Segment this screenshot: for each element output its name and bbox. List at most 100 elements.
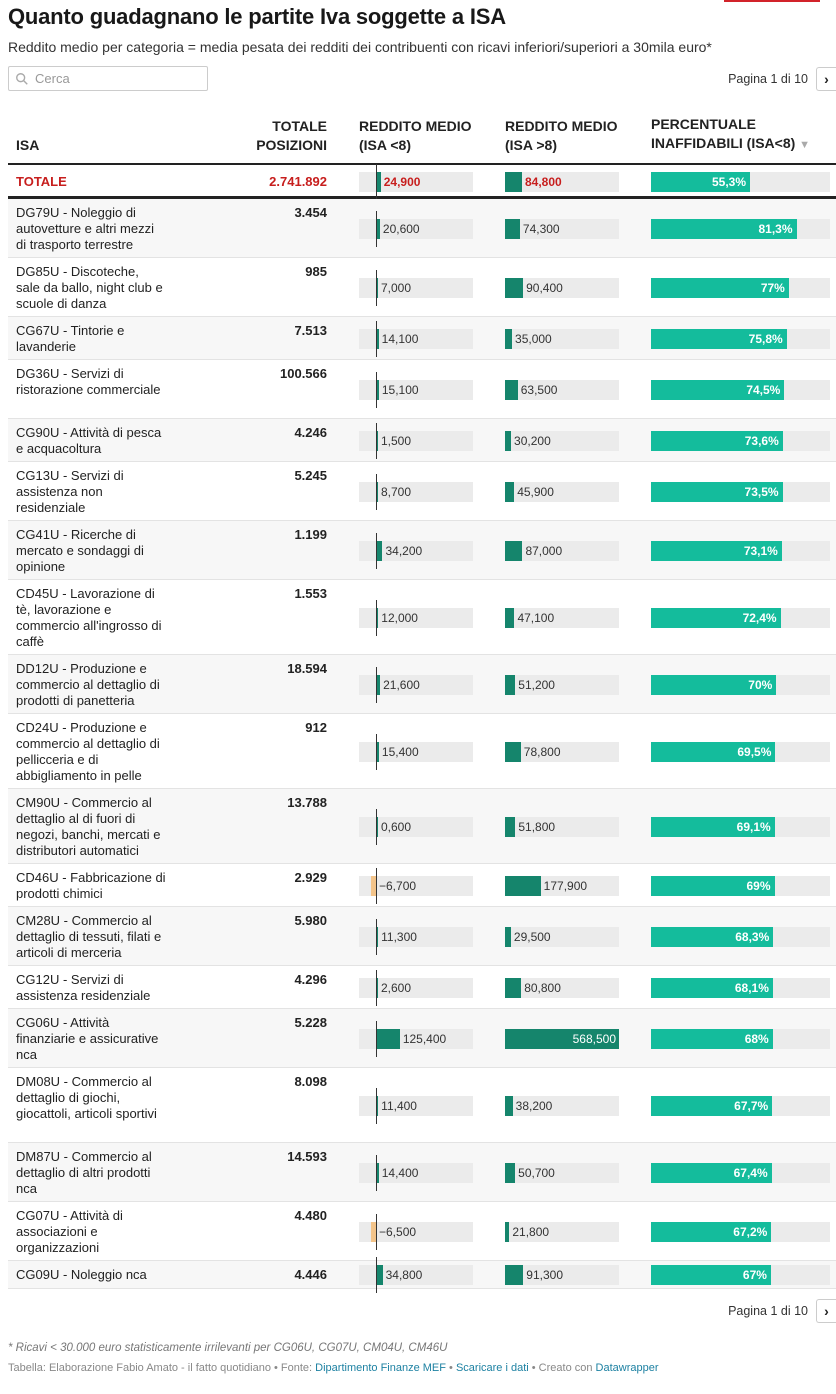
value-label: 74,300 — [522, 222, 560, 236]
column-header-percentuale[interactable]: PERCENTUALE INAFFIDABILI (ISA<8) ▼ — [651, 115, 810, 155]
isa-label: CD24U - Produzione e commercio al dettag… — [16, 720, 160, 783]
zero-axis-line — [376, 372, 377, 408]
reddito-lt8-cell: 15,400 — [359, 734, 473, 770]
column-header-reddito-gt8-line1: REDDITO MEDIO — [505, 118, 618, 134]
reddito-gt8-cell: 84,800 — [505, 172, 619, 192]
column-header-reddito-gt8[interactable]: REDDITO MEDIO (ISA >8) — [505, 117, 618, 155]
column-header-reddito-lt8-line1: REDDITO MEDIO — [359, 118, 472, 134]
reddito-gt8-cell: 51,200 — [505, 675, 619, 695]
reddito-lt8-cell: 21,600 — [359, 667, 473, 703]
reddito-gt8-cell: 21,800 — [505, 1222, 619, 1242]
percentuale-cell: 69,5% — [651, 742, 830, 762]
percentage-label: 69,1% — [736, 820, 771, 834]
reddito-gt8-cell: 45,900 — [505, 482, 619, 502]
value-bar — [376, 742, 379, 762]
pagination-bottom: Pagina 1 di 10 › — [728, 1299, 836, 1323]
reddito-lt8-cell: 11,400 — [359, 1088, 473, 1124]
percentage-label: 55,3% — [711, 175, 746, 189]
sort-desc-icon[interactable]: ▼ — [799, 139, 811, 151]
percentuale-cell: 73,5% — [651, 482, 830, 502]
value-label: 2,600 — [381, 981, 412, 995]
column-header-isa[interactable]: ISA — [16, 137, 40, 153]
value-bar — [376, 608, 379, 628]
value-bar — [376, 978, 378, 998]
isa-label: DG85U - Discoteche, sale da ballo, night… — [16, 264, 163, 311]
zero-axis-line — [376, 734, 377, 770]
reddito-lt8-cell: 15,100 — [359, 372, 473, 408]
value-bar — [505, 742, 521, 762]
search-input[interactable] — [35, 71, 195, 86]
value-label: 0,600 — [381, 820, 412, 834]
percentage-label: 67% — [742, 1268, 767, 1282]
percentage-bar — [651, 1029, 773, 1049]
isa-label: CM28U - Commercio al dettaglio di tessut… — [16, 913, 162, 960]
value-bar — [376, 172, 381, 192]
column-header-reddito-lt8[interactable]: REDDITO MEDIO (ISA <8) — [359, 117, 472, 155]
percentuale-cell: 55,3% — [651, 172, 830, 192]
table-row: CD24U - Produzione e commercio al dettag… — [8, 714, 836, 789]
reddito-lt8-cell: 14,100 — [359, 321, 473, 357]
percentage-label: 73,5% — [744, 485, 779, 499]
value-bar — [505, 172, 522, 192]
percentage-bar — [651, 608, 781, 628]
reddito-gt8-cell: 35,000 — [505, 329, 619, 349]
reddito-lt8-cell: 1,500 — [359, 423, 473, 459]
value-label: 20,600 — [382, 222, 420, 236]
value-label: 7,000 — [381, 281, 412, 295]
zero-axis-line — [376, 600, 377, 636]
positions-value: 4.296 — [294, 972, 327, 987]
positions-value: 5.980 — [294, 913, 327, 928]
search-icon — [16, 72, 28, 85]
value-bar — [505, 482, 515, 502]
next-page-button[interactable]: › — [816, 67, 836, 91]
positions-value: 7.513 — [294, 323, 327, 338]
value-bar — [505, 1029, 619, 1049]
reddito-lt8-cell: 24,900 — [359, 164, 473, 200]
value-label: 29,500 — [513, 930, 551, 944]
value-bar — [376, 1163, 379, 1183]
percentuale-cell: 67% — [651, 1265, 830, 1285]
source-link[interactable]: Dipartimento Finanze MEF — [315, 1362, 446, 1374]
table-row: CG90U - Attività di pesca e acquacoltura… — [8, 419, 836, 462]
percentage-label: 72,4% — [742, 611, 777, 625]
next-page-button[interactable]: › — [816, 1299, 836, 1323]
value-label: 78,800 — [523, 745, 561, 759]
percentage-label: 73,6% — [744, 434, 779, 448]
value-bar — [505, 978, 522, 998]
value-label: −6,700 — [379, 879, 417, 893]
search-box[interactable] — [8, 66, 208, 91]
zero-axis-line — [376, 919, 377, 955]
zero-axis-line — [376, 1021, 377, 1057]
isa-label: DD12U - Produzione e commercio al dettag… — [16, 661, 160, 708]
table-row: CD46U - Fabbricazione di prodotti chimic… — [8, 864, 836, 907]
value-bar — [505, 1222, 510, 1242]
source-separator: • Creato con — [528, 1362, 596, 1374]
value-bar — [505, 608, 515, 628]
value-label: 84,800 — [525, 175, 562, 189]
reddito-lt8-cell: 2,600 — [359, 970, 473, 1006]
column-header-positions[interactable]: TOTALE POSIZIONI — [256, 117, 327, 155]
reddito-gt8-cell: 177,900 — [505, 876, 619, 896]
column-header-percentuale-line2: INAFFIDABILI (ISA<8) — [651, 135, 796, 151]
table-row: CD45U - Lavorazione di tè, lavorazione e… — [8, 580, 836, 655]
download-data-link[interactable]: Scaricare i dati — [455, 1362, 529, 1374]
value-label: −6,500 — [379, 1225, 417, 1239]
datawrapper-link[interactable]: Datawrapper — [595, 1362, 659, 1374]
value-label: 51,200 — [518, 678, 555, 692]
source-separator: • — [445, 1362, 456, 1374]
value-label: 91,300 — [526, 1268, 563, 1282]
positions-value: 985 — [305, 264, 327, 279]
reddito-gt8-cell: 87,000 — [505, 541, 619, 561]
value-label: 1,500 — [381, 434, 412, 448]
percentage-bar — [651, 675, 777, 695]
table-row: CG67U - Tintorie e lavanderie 7.513 14,100… — [8, 317, 836, 360]
zero-axis-line — [376, 533, 377, 569]
value-bar — [376, 1029, 400, 1049]
table-row: CG41U - Ricerche di mercato e sondaggi d… — [8, 521, 836, 580]
table-row: CG06U - Attività finanziarie e assicurat… — [8, 1009, 836, 1068]
value-bar — [376, 817, 378, 837]
positions-value: 4.480 — [294, 1208, 327, 1223]
zero-axis-line — [376, 474, 377, 510]
value-label: 87,000 — [525, 544, 563, 558]
percentage-bar — [651, 219, 797, 239]
